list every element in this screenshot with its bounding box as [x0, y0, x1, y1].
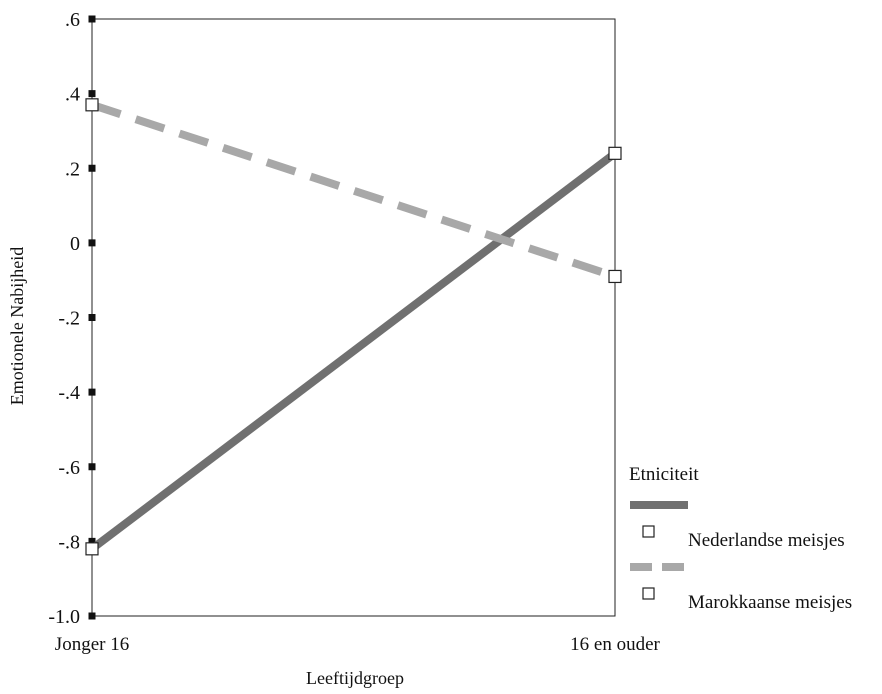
legend-entry-label: Nederlandse meisjes	[688, 530, 845, 551]
plot-frame	[91, 18, 616, 617]
y-tick-label: .6	[65, 9, 80, 31]
legend-swatch-marker	[642, 525, 655, 538]
y-tick-mark	[88, 239, 96, 247]
y-tick-label: .4	[65, 84, 80, 106]
x-tick-label: Jonger 16	[55, 634, 129, 655]
y-tick-label: -.4	[58, 382, 80, 404]
data-point-marker	[85, 542, 99, 556]
x-tick-label: 16 en ouder	[570, 634, 660, 655]
data-point-marker	[85, 98, 99, 112]
y-tick-label: -.8	[58, 531, 80, 553]
series-lines	[89, 101, 618, 553]
y-tick-mark	[88, 15, 96, 23]
y-tick-mark	[88, 164, 96, 172]
x-axis-tick-labels: Jonger 16 16 en ouder	[55, 634, 661, 655]
legend: Etniciteit Nederlandse meisjes Marokkaans…	[629, 464, 852, 613]
series-line-2	[90, 101, 617, 281]
legend-swatch-marker	[642, 587, 655, 600]
x-axis-title: Leeftijdgroep	[306, 668, 404, 688]
y-tick-label: 0	[70, 233, 80, 255]
y-tick-mark	[88, 90, 96, 98]
legend-title: Etniciteit	[629, 464, 699, 485]
y-axis-title: Emotionele Nabijheid	[7, 247, 27, 405]
y-tick-mark	[88, 463, 96, 471]
data-point-marker	[608, 269, 622, 284]
y-tick-mark	[88, 537, 96, 545]
data-point-marker	[608, 146, 622, 160]
y-tick-mark	[88, 612, 96, 620]
series-markers	[85, 98, 622, 556]
y-tick-label: -.2	[58, 308, 80, 330]
y-tick-label: -1.0	[48, 606, 80, 628]
y-axis-tick-labels: .6 .4 .2 0 -.2 -.4 -.6 -.8 -1.0	[48, 9, 80, 628]
y-tick-mark	[88, 388, 96, 396]
plot-area	[91, 18, 616, 617]
y-tick-label: .2	[65, 158, 80, 180]
y-tick-label: -.6	[58, 457, 80, 479]
y-axis-ticks	[88, 15, 96, 620]
legend-entry-label: Marokkaanse meisjes	[688, 592, 852, 613]
y-tick-mark	[88, 314, 96, 321]
series-line-1	[89, 150, 618, 553]
